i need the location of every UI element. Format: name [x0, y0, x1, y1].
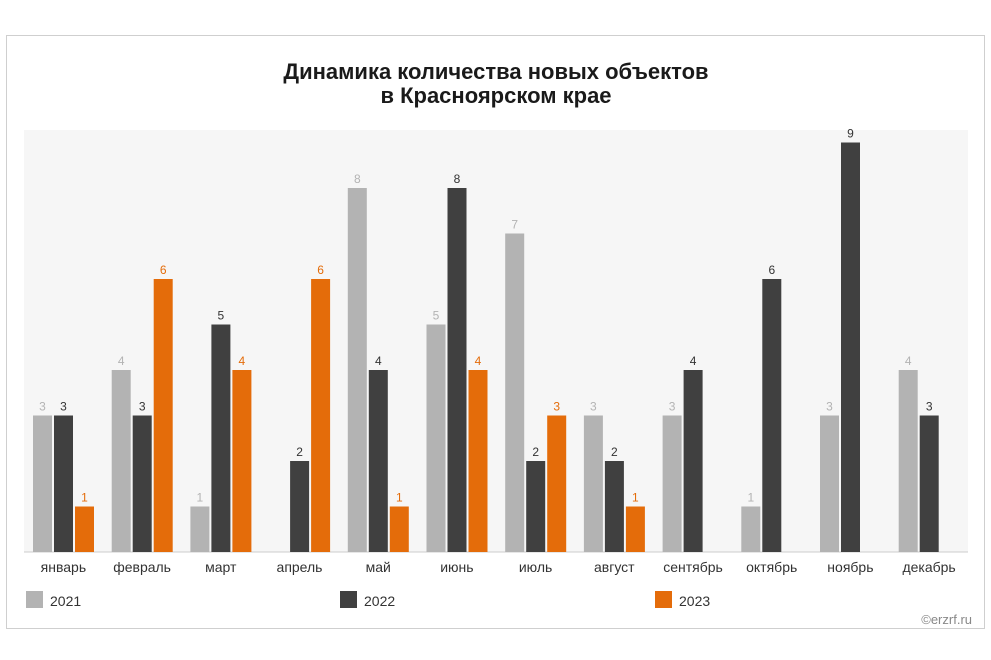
value-label-2023-март: 4 — [239, 354, 246, 368]
value-label-2021-май: 8 — [354, 172, 361, 186]
value-label-2021-январь: 3 — [39, 400, 46, 414]
legend: 2021 2022 2023 — [26, 591, 710, 609]
bar-2023-март — [232, 370, 252, 552]
value-label-2021-февраль: 4 — [118, 354, 125, 368]
bar-2022-март — [211, 324, 231, 552]
bar-2021-декабрь — [898, 370, 918, 552]
value-label-2022-октябрь: 6 — [768, 263, 775, 277]
chart-title-line-1: Динамика количества новых объектов — [283, 59, 708, 84]
bar-2022-июнь — [447, 188, 467, 552]
value-label-2022-декабрь: 3 — [926, 400, 933, 414]
bar-2022-апрель — [290, 461, 310, 552]
value-label-2022-июнь: 8 — [454, 172, 461, 186]
value-label-2021-август: 3 — [590, 400, 597, 414]
legend-label-2023: 2023 — [679, 593, 710, 609]
x-tick-labels: январь февраль март апрель май июнь июль август… — [41, 559, 956, 575]
bar-2021-октябрь — [741, 506, 761, 552]
bar-2022-ноябрь — [841, 142, 860, 552]
chart-title-line-2: в Красноярском крае — [380, 83, 611, 108]
value-label-2022-март: 5 — [218, 309, 225, 323]
bar-2022-август — [604, 461, 624, 552]
source-credit: ©erzrf.ru — [921, 612, 972, 627]
bar-2021-январь — [33, 415, 52, 552]
value-label-2021-декабрь: 4 — [905, 354, 912, 368]
value-label-2021-сентябрь: 3 — [669, 400, 676, 414]
bar-2022-февраль — [132, 415, 152, 552]
bars-layer — [33, 142, 939, 552]
legend-swatch-2023 — [655, 591, 672, 608]
plot-area — [24, 130, 968, 552]
x-tick-декабрь: декабрь — [902, 559, 955, 575]
value-label-2023-январь: 1 — [81, 491, 88, 505]
bar-2023-февраль — [153, 279, 173, 552]
value-label-2023-июнь: 4 — [475, 354, 482, 368]
value-label-2022-февраль: 3 — [139, 400, 146, 414]
value-label-2022-ноябрь: 9 — [847, 127, 854, 141]
legend-swatch-2021 — [26, 591, 43, 608]
value-label-2022-январь: 3 — [60, 400, 67, 414]
bar-2023-июнь — [468, 370, 488, 552]
bar-2022-декабрь — [919, 415, 939, 552]
x-tick-ноябрь: ноябрь — [827, 559, 873, 575]
bar-2021-март — [190, 506, 210, 552]
value-label-2023-июль: 3 — [553, 400, 560, 414]
value-label-2023-август: 1 — [632, 491, 639, 505]
x-tick-август: август — [594, 559, 635, 575]
value-label-2021-ноябрь: 3 — [826, 400, 833, 414]
bar-2021-ноябрь — [820, 415, 839, 552]
value-label-2021-июнь: 5 — [433, 309, 440, 323]
legend-label-2022: 2022 — [364, 593, 395, 609]
bar-2022-июль — [526, 461, 546, 552]
x-tick-июнь: июнь — [440, 559, 473, 575]
x-tick-октябрь: октябрь — [746, 559, 797, 575]
bar-2021-май — [347, 188, 367, 552]
x-tick-март: март — [205, 559, 237, 575]
bar-2021-февраль — [111, 370, 131, 552]
x-tick-апрель: апрель — [277, 559, 323, 575]
bar-2023-май — [389, 506, 409, 552]
legend-label-2021: 2021 — [50, 593, 81, 609]
value-label-2021-июль: 7 — [511, 218, 518, 232]
bar-2021-август — [583, 415, 603, 552]
x-tick-сентябрь: сентябрь — [663, 559, 723, 575]
bar-2022-сентябрь — [683, 370, 703, 552]
x-tick-январь: январь — [41, 559, 86, 575]
bar-2023-июль — [547, 415, 567, 552]
x-tick-февраль: февраль — [113, 559, 171, 575]
value-label-2022-сентябрь: 4 — [690, 354, 697, 368]
bar-2022-январь — [54, 415, 73, 552]
value-label-2022-август: 2 — [611, 445, 618, 459]
x-tick-июль: июль — [519, 559, 552, 575]
value-label-2023-май: 1 — [396, 491, 403, 505]
bar-2021-сентябрь — [662, 415, 682, 552]
value-label-2021-март: 1 — [197, 491, 204, 505]
bar-2022-май — [368, 370, 388, 552]
legend-swatch-2022 — [340, 591, 357, 608]
x-tick-май: май — [366, 559, 391, 575]
value-label-2022-июль: 2 — [532, 445, 539, 459]
value-label-2022-май: 4 — [375, 354, 382, 368]
value-label-2021-октябрь: 1 — [747, 491, 754, 505]
value-label-2023-апрель: 6 — [317, 263, 324, 277]
bar-2021-июль — [505, 233, 525, 552]
bar-2023-январь — [75, 506, 94, 552]
bar-2023-апрель — [311, 279, 331, 552]
value-label-2022-апрель: 2 — [296, 445, 303, 459]
bar-2021-июнь — [426, 324, 446, 552]
bar-2022-октябрь — [762, 279, 782, 552]
bar-2023-август — [625, 506, 645, 552]
value-label-2023-февраль: 6 — [160, 263, 167, 277]
